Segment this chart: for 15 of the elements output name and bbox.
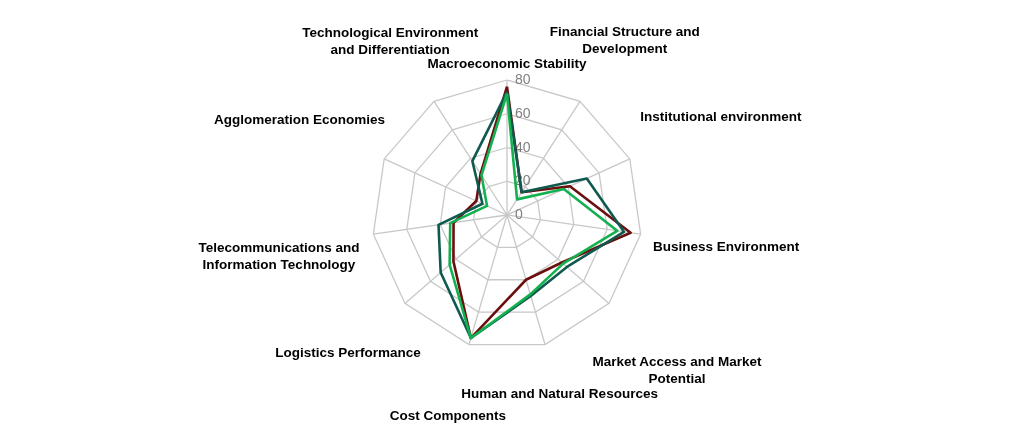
spoke-label: Institutional environment (640, 109, 803, 125)
spoke-label: Cost Components (389, 408, 507, 424)
spoke-label: Market Access and Market Potential (592, 354, 762, 387)
spoke-label: Business Environment (653, 238, 800, 254)
y-tick-label: 0 (515, 206, 523, 222)
spoke-label: Macroeconomic Stability (427, 55, 588, 71)
spoke-label: Financial Structure and Development (549, 23, 700, 56)
spoke-label: Agglomeration Economies (213, 112, 386, 128)
spoke-label: Telecommunications and Information Technology (198, 239, 360, 272)
y-tick-label: 40 (515, 138, 531, 155)
spoke-label: Technological Environment and Differentiation (302, 25, 479, 58)
y-tick-label: 80 (515, 71, 531, 87)
spoke-label: Logistics Performance (275, 344, 422, 360)
spoke-label: Human and Natural Resources (461, 386, 658, 402)
y-tick-label: 60 (515, 104, 531, 121)
